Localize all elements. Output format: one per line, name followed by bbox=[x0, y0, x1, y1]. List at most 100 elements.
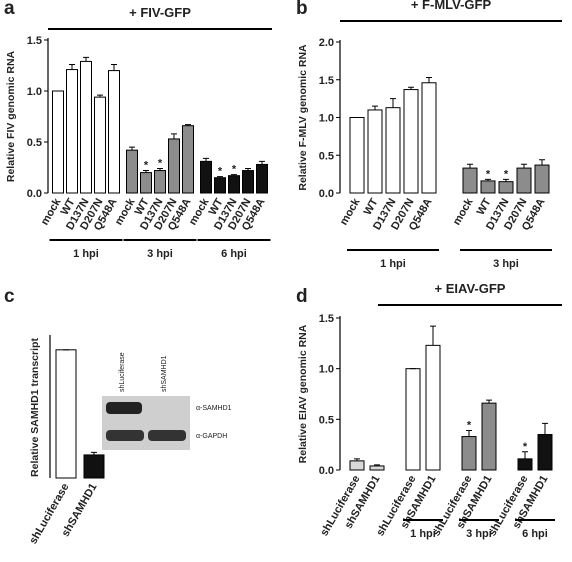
bar bbox=[214, 177, 226, 194]
blot-band bbox=[106, 430, 144, 441]
error-bar bbox=[231, 174, 237, 176]
significance-mark: * bbox=[523, 441, 528, 453]
error-bar bbox=[521, 163, 527, 169]
row-label: α-GAPDH bbox=[196, 433, 227, 440]
error-bar bbox=[372, 105, 378, 110]
bar bbox=[367, 109, 383, 194]
panel-title: + EIAV-GFP bbox=[435, 281, 506, 296]
bar bbox=[481, 402, 497, 471]
y-tick-label: 0.5 bbox=[319, 150, 334, 162]
group-label: 1 hpi bbox=[410, 528, 436, 540]
y-axis-label: Relative FIV genomic RNA bbox=[5, 50, 17, 182]
bar bbox=[140, 172, 152, 194]
bar bbox=[154, 170, 166, 194]
bar bbox=[52, 90, 64, 194]
y-tick-label: 1.5 bbox=[319, 313, 334, 325]
bar bbox=[421, 82, 437, 194]
bar bbox=[55, 349, 77, 479]
bar bbox=[108, 70, 120, 194]
error-bar bbox=[542, 422, 548, 435]
error-bar bbox=[111, 63, 117, 71]
error-bar bbox=[157, 168, 163, 171]
error-bar bbox=[354, 458, 360, 461]
group-label: 3 hpi bbox=[493, 258, 519, 270]
error-bar bbox=[467, 163, 473, 169]
bar bbox=[537, 434, 553, 471]
bar bbox=[480, 180, 496, 194]
lane-label: shSAMHD1 bbox=[161, 355, 168, 392]
blot-band bbox=[106, 402, 142, 414]
lane-label: shLuciferase bbox=[119, 352, 126, 392]
error-bar bbox=[485, 178, 491, 181]
bar bbox=[256, 163, 268, 194]
error-bar bbox=[83, 56, 89, 62]
bar bbox=[425, 344, 441, 471]
error-bar bbox=[203, 157, 209, 162]
bar bbox=[66, 69, 78, 194]
bar bbox=[461, 436, 477, 471]
y-axis-label: Relative F-MLV genomic RNA bbox=[297, 44, 309, 191]
error-bar bbox=[408, 86, 414, 90]
error-bar bbox=[539, 159, 545, 166]
bar bbox=[462, 167, 478, 194]
y-tick-label: 2.0 bbox=[319, 37, 334, 49]
significance-mark: * bbox=[504, 168, 509, 180]
y-tick-label: 0.0 bbox=[319, 188, 334, 200]
group-label: 3 hpi bbox=[147, 248, 173, 260]
bar bbox=[534, 164, 550, 194]
x-tick-label: mock bbox=[451, 196, 476, 228]
error-bar bbox=[69, 63, 75, 70]
error-bar bbox=[430, 325, 436, 346]
y-tick-label: 0.0 bbox=[319, 465, 334, 477]
y-tick-label: 0.5 bbox=[319, 414, 334, 426]
error-bar bbox=[259, 160, 265, 165]
group-label: 6 hpi bbox=[221, 248, 247, 260]
significance-mark: * bbox=[158, 158, 163, 170]
error-bar bbox=[503, 178, 509, 182]
x-tick-label: mock bbox=[338, 196, 363, 228]
bar bbox=[83, 454, 105, 479]
panel-letter: a bbox=[4, 0, 15, 19]
y-tick-label: 1.0 bbox=[27, 86, 42, 98]
error-bar bbox=[143, 170, 149, 173]
error-bar bbox=[91, 451, 97, 455]
bar bbox=[228, 175, 240, 194]
group-label: 1 hpi bbox=[73, 248, 99, 260]
error-bar bbox=[486, 399, 492, 404]
group-label: 6 hpi bbox=[522, 528, 548, 540]
error-bar bbox=[129, 146, 135, 151]
y-tick-label: 1.0 bbox=[319, 113, 334, 125]
error-bar bbox=[245, 168, 251, 171]
bar bbox=[168, 138, 180, 194]
y-tick-label: 1.0 bbox=[319, 364, 334, 376]
y-tick-label: 1.5 bbox=[319, 75, 334, 87]
bar bbox=[517, 458, 533, 471]
bar bbox=[405, 368, 421, 471]
group-label: 3 hpi bbox=[466, 528, 492, 540]
bar bbox=[94, 96, 106, 194]
bar bbox=[242, 170, 254, 194]
bar bbox=[516, 167, 532, 194]
bar bbox=[349, 460, 365, 471]
error-bar bbox=[390, 98, 396, 108]
y-axis-label: Relative SAMHD1 transcript bbox=[29, 338, 41, 477]
row-label: α-SAMHD1 bbox=[196, 405, 232, 412]
error-bar bbox=[171, 133, 177, 139]
significance-mark: * bbox=[232, 164, 237, 176]
y-axis-label: Relative EIAV genomic RNA bbox=[297, 324, 309, 463]
y-tick-label: 0.0 bbox=[27, 188, 42, 200]
bar bbox=[385, 107, 401, 194]
error-bar bbox=[217, 176, 223, 178]
error-bar bbox=[522, 451, 528, 459]
blot-band bbox=[148, 430, 186, 441]
bar bbox=[498, 181, 514, 194]
significance-mark: * bbox=[467, 419, 472, 431]
panel-letter: b bbox=[296, 0, 308, 19]
panel-title: + FIV-GFP bbox=[129, 5, 191, 20]
significance-mark: * bbox=[144, 160, 149, 172]
significance-mark: * bbox=[486, 168, 491, 180]
error-bar bbox=[374, 464, 380, 466]
panel-title: + F-MLV-GFP bbox=[411, 0, 492, 12]
bar bbox=[80, 60, 92, 194]
